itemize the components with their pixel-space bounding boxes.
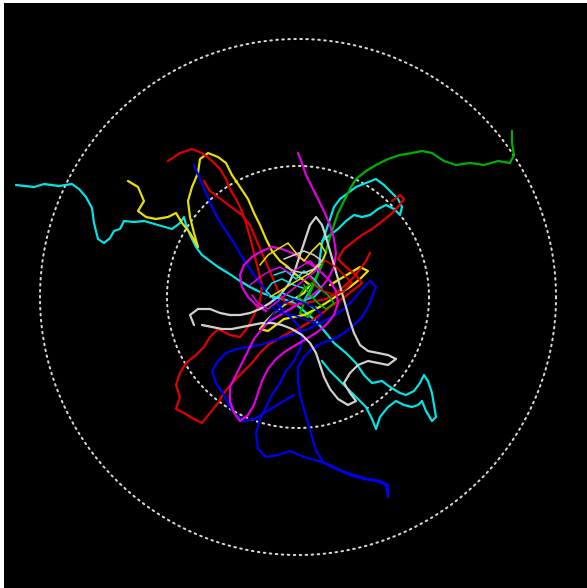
- center-cluster-green: [297, 282, 335, 310]
- magenta-track: [228, 151, 340, 423]
- center-cluster-red: [309, 260, 353, 296]
- center-cluster-cyan: [265, 270, 323, 302]
- cyan-track-up: [302, 177, 404, 303]
- red-track: [166, 147, 406, 425]
- tracks-group: [14, 129, 516, 499]
- yellow-track: [126, 151, 370, 333]
- cyan-track-left: [14, 182, 296, 305]
- trajectory-plot: [4, 3, 587, 588]
- cyan-track-right: [292, 301, 438, 431]
- inner-ring: [166, 165, 430, 429]
- outer-ring: [39, 38, 557, 556]
- center-cluster-magenta: [249, 260, 319, 310]
- center-cluster-blue: [265, 298, 323, 324]
- center-cluster-white: [283, 250, 323, 274]
- center-cluster-yellow: [259, 242, 327, 298]
- trajectory-canvas: [14, 38, 557, 556]
